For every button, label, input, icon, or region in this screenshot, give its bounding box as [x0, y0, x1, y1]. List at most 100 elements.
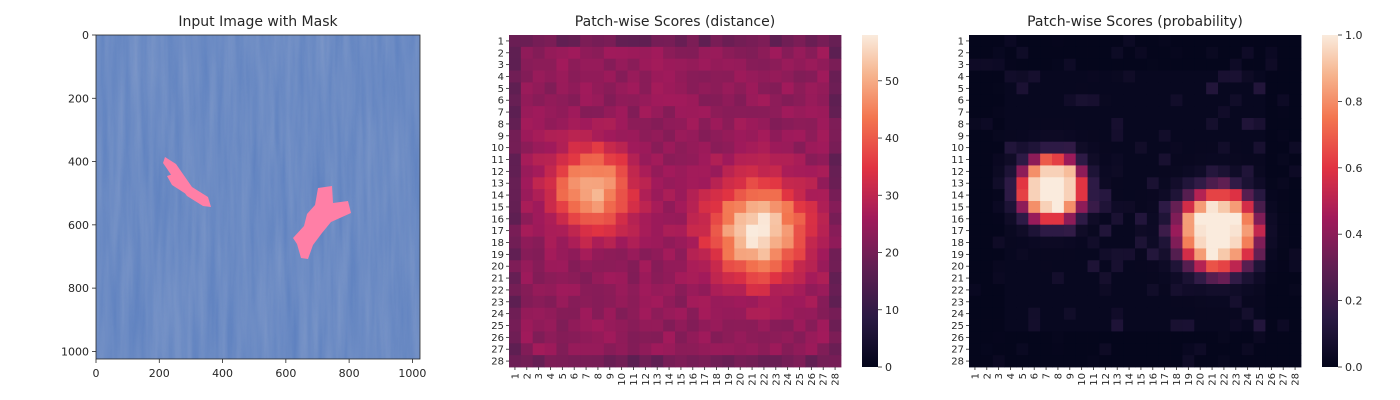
heatmap-cell: [1182, 58, 1195, 71]
heatmap-cell: [805, 58, 818, 71]
heatmap-cell: [734, 331, 747, 344]
heatmap-cell: [556, 272, 569, 285]
heatmap-cell: [580, 272, 593, 285]
heatmap-cell: [722, 284, 735, 297]
heatmap-cell: [829, 284, 842, 297]
heatmap-cell: [969, 284, 982, 297]
heatmap-cell: [698, 236, 711, 249]
heatmap-cell: [532, 319, 545, 332]
x-tick-label: 25: [1255, 373, 1266, 386]
heatmap-cell: [1135, 284, 1148, 297]
heatmap-cell: [651, 94, 664, 107]
heatmap-cell: [1277, 295, 1290, 309]
heatmap-cell: [1194, 319, 1207, 332]
heatmap-cell: [1111, 165, 1124, 178]
heatmap-cell: [1004, 118, 1017, 131]
heatmap-cell: [580, 82, 593, 95]
heatmap-cell: [675, 118, 688, 131]
heatmap-cell: [817, 343, 830, 356]
heatmap-cell: [544, 58, 557, 71]
heatmap-cell: [639, 343, 652, 356]
heatmap-cell: [1111, 46, 1124, 60]
heatmap-cell: [781, 153, 794, 166]
heatmap-cell: [520, 153, 534, 166]
heatmap-cell: [509, 82, 522, 95]
heatmap-cell: [734, 129, 747, 143]
heatmap-cell: [1123, 331, 1136, 344]
heatmap-cell: [639, 153, 652, 166]
heatmap-cell: [758, 141, 771, 154]
heatmap-cell: [556, 141, 569, 154]
heatmap-cell: [1063, 106, 1077, 119]
x-tick-label: 13: [1113, 373, 1124, 386]
heatmap-cell: [568, 106, 581, 119]
heatmap-cell: [758, 153, 771, 166]
heatmap-cell: [532, 201, 545, 214]
heatmap-cell: [710, 201, 723, 214]
heatmap-cell: [722, 236, 735, 249]
heatmap-cell: [746, 189, 759, 202]
heatmap-cell: [1040, 177, 1053, 190]
heatmap-cell: [556, 153, 569, 166]
heatmap-cell: [627, 118, 640, 131]
heatmap-cell: [817, 153, 830, 166]
heatmap-cell: [1063, 70, 1077, 83]
heatmap-cell: [710, 82, 723, 95]
heatmap-cell: [1099, 141, 1112, 154]
heatmap-cell: [1111, 236, 1124, 249]
heatmap-cell: [627, 153, 640, 166]
heatmap-cell: [568, 224, 581, 237]
heatmap-cell: [1028, 355, 1041, 368]
heatmap-cell: [520, 118, 534, 131]
heatmap-cell: [817, 46, 830, 60]
heatmap-cell: [1289, 224, 1302, 237]
heatmap-cell: [1253, 106, 1266, 119]
heatmap-cell: [980, 236, 994, 249]
heatmap-cell: [1229, 165, 1243, 178]
y-tick-label: 20: [951, 262, 964, 273]
y-tick-label: 9: [498, 131, 504, 142]
heatmap-cell: [1241, 248, 1254, 261]
heatmap-cell: [1028, 118, 1041, 131]
heatmap-cell: [639, 284, 652, 297]
heatmap-cell: [1158, 248, 1171, 261]
heatmap-cell: [781, 177, 794, 190]
heatmap-cell: [1135, 94, 1148, 107]
heatmap-cell: [509, 106, 522, 119]
heatmap-cell: [805, 284, 818, 297]
heatmap-cell: [1229, 106, 1243, 119]
heatmap-cell: [1241, 343, 1254, 356]
heatmap-cell: [769, 295, 783, 309]
heatmap-cell: [675, 307, 688, 320]
heatmap-cell: [1206, 224, 1219, 237]
heatmap-cell: [1016, 35, 1029, 48]
heatmap-cell: [627, 35, 640, 48]
heatmap-cell: [1135, 319, 1148, 332]
heatmap-cell: [1075, 343, 1088, 356]
heatmap-cell: [675, 82, 688, 95]
heatmap-cell: [532, 70, 545, 83]
heatmap-cell: [1063, 319, 1077, 332]
heatmap-cell: [592, 177, 605, 190]
heatmap-cell: [556, 94, 569, 107]
heatmap-cell: [1253, 70, 1266, 83]
heatmap-cell: [1063, 355, 1077, 368]
heatmap-cell: [829, 94, 842, 107]
heatmap-cell: [969, 118, 982, 131]
heatmap-cell: [758, 260, 771, 273]
heatmap-cell: [1063, 82, 1077, 95]
heatmap-cell: [1075, 236, 1088, 249]
heatmap-cell: [1194, 331, 1207, 344]
heatmap-cell: [1087, 129, 1100, 143]
heatmap-cell: [603, 224, 617, 237]
heatmap-cell: [1241, 224, 1254, 237]
heatmap-cell: [1289, 189, 1302, 202]
heatmap-cell: [1135, 118, 1148, 131]
heatmap-cell: [1123, 58, 1136, 71]
heatmap-cell: [769, 212, 783, 226]
heatmap-cell: [698, 331, 711, 344]
heatmap-cell: [1075, 82, 1088, 95]
heatmap-cell: [1265, 46, 1278, 60]
heatmap-cell: [793, 141, 806, 154]
heatmap-cell: [556, 319, 569, 332]
